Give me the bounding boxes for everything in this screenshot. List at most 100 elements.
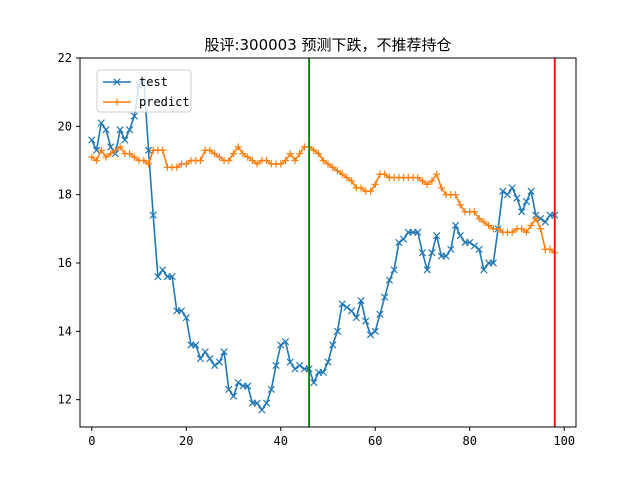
predict-point [277, 160, 285, 168]
predict-point [475, 214, 483, 223]
test-point [371, 327, 379, 335]
test-point [177, 307, 186, 315]
predict-point [126, 150, 134, 158]
test-point [272, 361, 280, 370]
predict-point [239, 150, 247, 158]
test-point [277, 341, 285, 349]
predict-point [343, 173, 351, 182]
predict-point [215, 153, 223, 161]
predict-point [357, 184, 365, 192]
test-point [352, 314, 360, 322]
test-point [125, 126, 134, 134]
test-point [475, 245, 483, 253]
test-point [385, 276, 394, 284]
predict-point [159, 146, 167, 154]
test-point [144, 146, 153, 154]
test-point [92, 146, 101, 154]
test-point [329, 341, 337, 349]
predict-point [225, 156, 233, 165]
predict-point [144, 160, 153, 168]
test-point [121, 136, 129, 144]
predict-point [485, 221, 493, 230]
predict-point [102, 153, 110, 161]
axes: 0 20 40 60 80 100 12 14 16 18 20 22 [58, 51, 577, 448]
test-point [258, 406, 266, 414]
test-point [215, 358, 223, 366]
test-point [154, 273, 162, 281]
test-point [201, 348, 209, 356]
predict-point [536, 225, 545, 233]
test-point [522, 197, 531, 206]
predict-point [248, 156, 257, 165]
predict-point [381, 170, 389, 178]
test-point [503, 191, 512, 199]
predict-point [494, 225, 502, 233]
predict-point [433, 170, 441, 178]
test-point [220, 348, 228, 356]
test-point [381, 293, 389, 301]
test-point [229, 392, 238, 400]
predict-point [418, 177, 427, 185]
predict-point [107, 150, 115, 158]
test-point [423, 266, 431, 274]
predict-point [329, 163, 337, 171]
y-tick-label: 12 [58, 393, 72, 407]
test-point [333, 327, 342, 335]
test-point [428, 249, 436, 257]
predict-point [423, 180, 431, 189]
predict-point [229, 150, 238, 158]
predict-point [428, 177, 436, 185]
test-point [262, 399, 271, 407]
predict-point [314, 150, 323, 158]
predict-point [546, 245, 554, 253]
predict-point [111, 146, 120, 154]
x-tick-label: 20 [179, 434, 193, 448]
legend-label: predict [139, 95, 190, 109]
predict-point [371, 180, 379, 189]
test-point [536, 214, 545, 223]
predict-point [206, 146, 214, 154]
plot-frame [79, 57, 577, 428]
test-point [286, 358, 294, 366]
test-point [508, 184, 516, 192]
x-tick-label: 60 [368, 434, 382, 448]
test-point [310, 378, 318, 387]
test-point [343, 303, 351, 312]
predict-point [518, 225, 526, 233]
test-point [456, 232, 464, 240]
y-tick-label: 20 [58, 119, 72, 133]
test-point [390, 266, 398, 274]
test-point [102, 126, 110, 134]
predict-point [508, 228, 516, 236]
predict-point [296, 150, 304, 158]
x-tick-label: 100 [553, 434, 575, 448]
test-point [499, 187, 507, 195]
test-point [225, 385, 233, 394]
x-tick-label: 80 [462, 434, 476, 448]
test-point [451, 221, 460, 230]
predict-point [338, 170, 346, 178]
test-point [541, 218, 549, 226]
predict-point [470, 208, 479, 216]
predict-point [262, 156, 271, 165]
y-tick-label: 16 [58, 256, 72, 270]
test-point [489, 259, 497, 267]
test-point [291, 365, 299, 373]
predict-point [130, 153, 138, 161]
y-tick-label: 18 [58, 188, 72, 202]
test-point [211, 361, 219, 370]
test-point [414, 228, 422, 236]
test-point [513, 194, 521, 202]
predict-point [319, 156, 327, 165]
test-point [527, 187, 535, 195]
test-point [97, 119, 105, 127]
predict-point [527, 221, 535, 230]
predict-point [480, 218, 488, 226]
test-point [88, 136, 96, 144]
predict-point [324, 160, 332, 168]
test-point [376, 310, 384, 318]
predict-point [88, 153, 96, 161]
predict-point [196, 156, 205, 165]
test-point [362, 317, 370, 325]
predict-point [414, 173, 422, 182]
